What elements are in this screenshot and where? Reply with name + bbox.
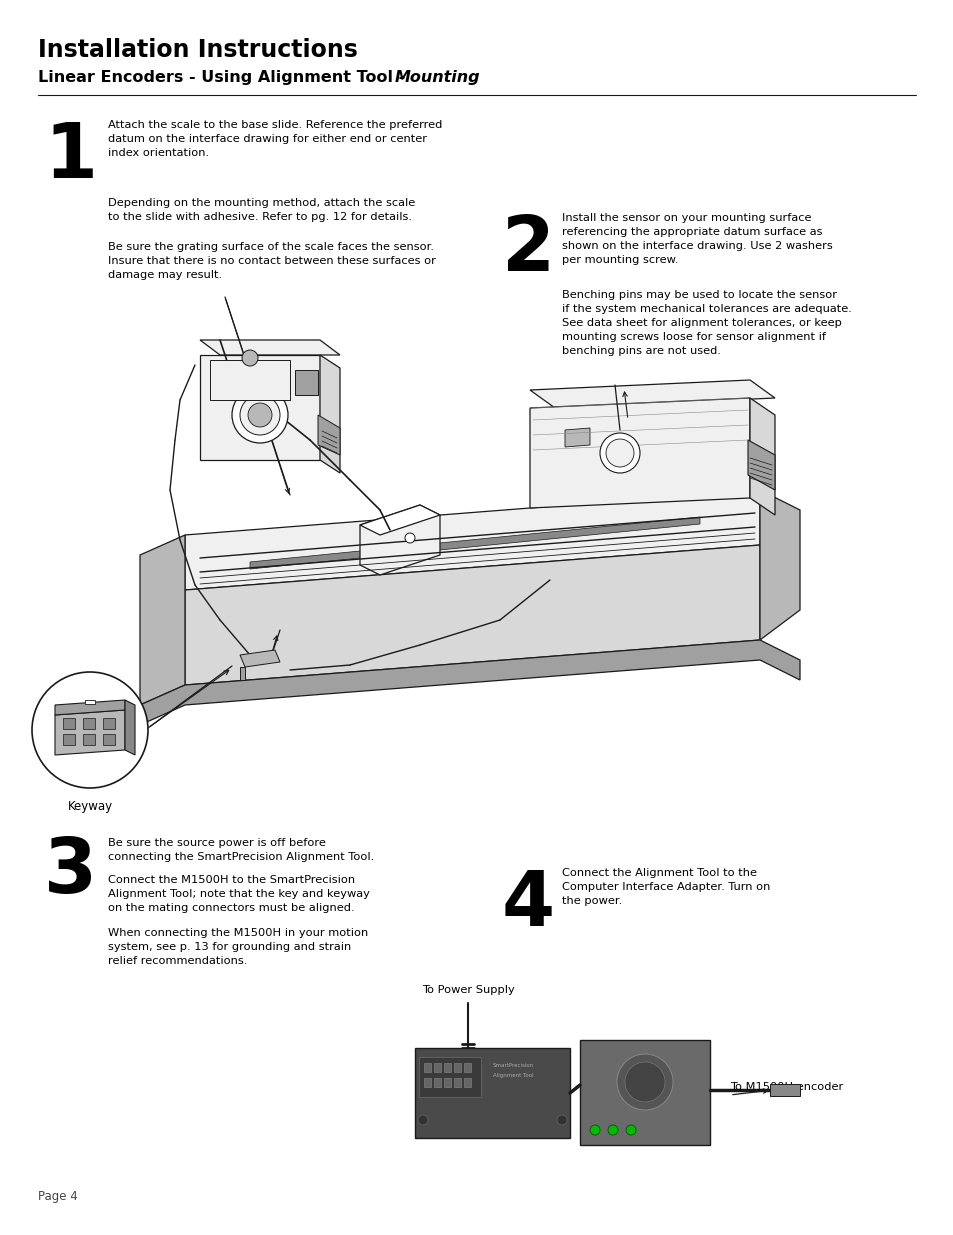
Text: Keyway: Keyway	[68, 800, 112, 813]
Polygon shape	[749, 398, 774, 515]
FancyBboxPatch shape	[103, 718, 115, 729]
FancyBboxPatch shape	[434, 1063, 440, 1072]
FancyBboxPatch shape	[454, 1078, 460, 1087]
FancyBboxPatch shape	[434, 1078, 440, 1087]
Polygon shape	[564, 429, 589, 447]
FancyBboxPatch shape	[83, 734, 95, 745]
Text: 1: 1	[44, 120, 97, 194]
Text: Linear Encoders - Using Alignment Tool -: Linear Encoders - Using Alignment Tool -	[38, 70, 411, 85]
Polygon shape	[359, 505, 439, 535]
FancyBboxPatch shape	[63, 734, 75, 745]
Polygon shape	[530, 380, 774, 408]
Polygon shape	[240, 667, 245, 680]
Text: Installation Instructions: Installation Instructions	[38, 38, 357, 62]
Polygon shape	[55, 710, 125, 755]
Polygon shape	[294, 370, 317, 395]
FancyBboxPatch shape	[103, 734, 115, 745]
Polygon shape	[359, 505, 439, 576]
Polygon shape	[125, 700, 135, 755]
FancyBboxPatch shape	[443, 1078, 451, 1087]
Polygon shape	[140, 640, 800, 725]
FancyBboxPatch shape	[210, 359, 290, 400]
Polygon shape	[185, 490, 760, 590]
Polygon shape	[319, 354, 339, 473]
Polygon shape	[747, 440, 774, 490]
Text: Install the sensor on your mounting surface
referencing the appropriate datum su: Install the sensor on your mounting surf…	[561, 212, 832, 266]
Text: To M1500H encoder: To M1500H encoder	[729, 1082, 842, 1092]
Text: Alignment Tool: Alignment Tool	[493, 1073, 533, 1078]
Circle shape	[599, 433, 639, 473]
FancyBboxPatch shape	[415, 1049, 569, 1137]
Circle shape	[557, 1115, 566, 1125]
Text: Connect the M1500H to the SmartPrecision
Alignment Tool; note that the key and k: Connect the M1500H to the SmartPrecision…	[108, 876, 370, 913]
Circle shape	[605, 438, 634, 467]
FancyBboxPatch shape	[769, 1084, 800, 1095]
Polygon shape	[760, 490, 800, 640]
Circle shape	[240, 395, 280, 435]
Circle shape	[405, 534, 415, 543]
Text: Depending on the mounting method, attach the scale
to the slide with adhesive. R: Depending on the mounting method, attach…	[108, 198, 415, 222]
Polygon shape	[140, 535, 185, 705]
Polygon shape	[317, 415, 339, 454]
Text: 4: 4	[501, 868, 555, 942]
Circle shape	[242, 350, 257, 366]
Text: Mounting: Mounting	[395, 70, 480, 85]
Text: 3: 3	[44, 835, 97, 909]
Circle shape	[624, 1062, 664, 1102]
Text: When connecting the M1500H in your motion
system, see p. 13 for grounding and st: When connecting the M1500H in your motio…	[108, 927, 368, 966]
Polygon shape	[185, 545, 760, 685]
Polygon shape	[55, 700, 125, 715]
Text: Be sure the source power is off before
connecting the SmartPrecision Alignment T: Be sure the source power is off before c…	[108, 839, 374, 862]
Circle shape	[589, 1125, 599, 1135]
FancyBboxPatch shape	[423, 1078, 431, 1087]
FancyBboxPatch shape	[463, 1078, 471, 1087]
FancyBboxPatch shape	[579, 1040, 709, 1145]
Circle shape	[248, 403, 272, 427]
Text: Benching pins may be used to locate the sensor
if the system mechanical toleranc: Benching pins may be used to locate the …	[561, 290, 851, 356]
Polygon shape	[250, 517, 700, 569]
Text: Page 4: Page 4	[38, 1191, 77, 1203]
FancyBboxPatch shape	[463, 1063, 471, 1072]
Polygon shape	[530, 398, 749, 508]
Circle shape	[32, 672, 148, 788]
Circle shape	[417, 1115, 428, 1125]
Polygon shape	[200, 340, 339, 354]
Circle shape	[617, 1053, 672, 1110]
Circle shape	[625, 1125, 636, 1135]
Text: To Power Supply: To Power Supply	[421, 986, 514, 995]
Polygon shape	[85, 700, 95, 704]
Text: SmartPrecision: SmartPrecision	[493, 1063, 534, 1068]
FancyBboxPatch shape	[454, 1063, 460, 1072]
Circle shape	[232, 387, 288, 443]
Text: Be sure the grating surface of the scale faces the sensor.
Insure that there is : Be sure the grating surface of the scale…	[108, 242, 436, 280]
Text: 2: 2	[501, 212, 555, 287]
Text: Attach the scale to the base slide. Reference the preferred
datum on the interfa: Attach the scale to the base slide. Refe…	[108, 120, 442, 158]
FancyBboxPatch shape	[423, 1063, 431, 1072]
Circle shape	[607, 1125, 618, 1135]
Polygon shape	[240, 650, 280, 667]
FancyBboxPatch shape	[418, 1057, 480, 1097]
FancyBboxPatch shape	[83, 718, 95, 729]
FancyBboxPatch shape	[443, 1063, 451, 1072]
FancyBboxPatch shape	[63, 718, 75, 729]
Polygon shape	[200, 354, 319, 459]
Text: Connect the Alignment Tool to the
Computer Interface Adapter. Turn on
the power.: Connect the Alignment Tool to the Comput…	[561, 868, 770, 906]
